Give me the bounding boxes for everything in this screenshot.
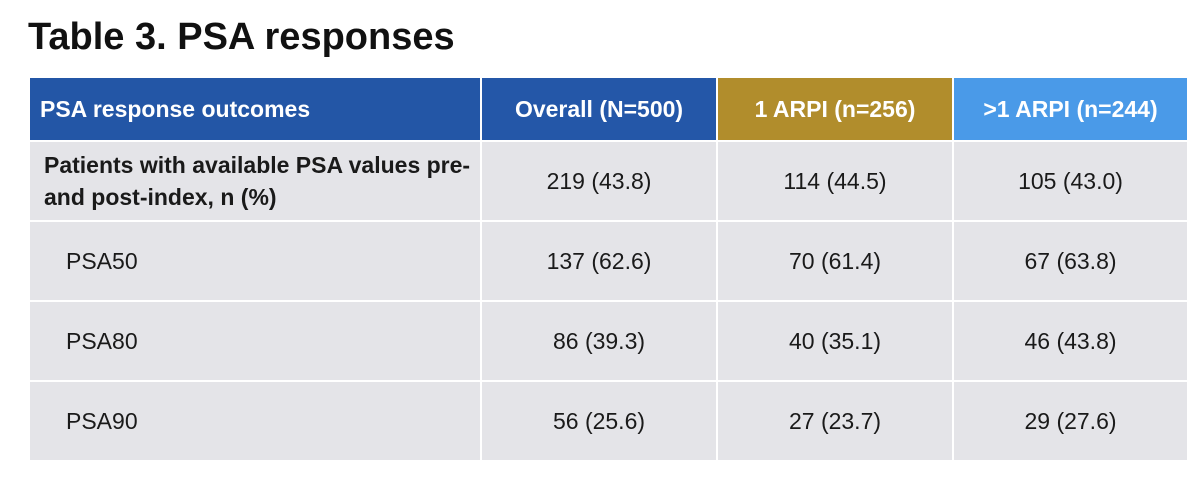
cell-overall: 137 (62.6) — [480, 220, 718, 302]
cell-gt1-arpi: 67 (63.8) — [952, 220, 1189, 302]
table-row: PSA90 56 (25.6) 27 (23.7) 29 (27.6) — [28, 380, 1189, 462]
cell-1-arpi: 114 (44.5) — [716, 140, 954, 222]
cell-overall: 219 (43.8) — [480, 140, 718, 222]
row-label: Patients with available PSA values pre- … — [28, 140, 482, 222]
cell-gt1-arpi: 29 (27.6) — [952, 380, 1189, 462]
header-psa-response-outcomes: PSA response outcomes — [28, 76, 482, 142]
row-label: PSA50 — [28, 220, 482, 302]
header-gt1-arpi: >1 ARPI (n=244) — [952, 76, 1189, 142]
page-title: Table 3. PSA responses — [28, 16, 455, 58]
cell-gt1-arpi: 46 (43.8) — [952, 300, 1189, 382]
table-row: PSA50 137 (62.6) 70 (61.4) 67 (63.8) — [28, 220, 1189, 302]
row-label: PSA90 — [28, 380, 482, 462]
header-1-arpi: 1 ARPI (n=256) — [716, 76, 954, 142]
psa-response-table: PSA response outcomes Overall (N=500) 1 … — [28, 76, 1189, 462]
cell-overall: 56 (25.6) — [480, 380, 718, 462]
table-row: Patients with available PSA values pre- … — [28, 140, 1189, 222]
table-header-row: PSA response outcomes Overall (N=500) 1 … — [28, 76, 1189, 142]
table-row: PSA80 86 (39.3) 40 (35.1) 46 (43.8) — [28, 300, 1189, 382]
cell-1-arpi: 40 (35.1) — [716, 300, 954, 382]
row-label: PSA80 — [28, 300, 482, 382]
header-overall: Overall (N=500) — [480, 76, 718, 142]
cell-overall: 86 (39.3) — [480, 300, 718, 382]
cell-gt1-arpi: 105 (43.0) — [952, 140, 1189, 222]
cell-1-arpi: 70 (61.4) — [716, 220, 954, 302]
cell-1-arpi: 27 (23.7) — [716, 380, 954, 462]
